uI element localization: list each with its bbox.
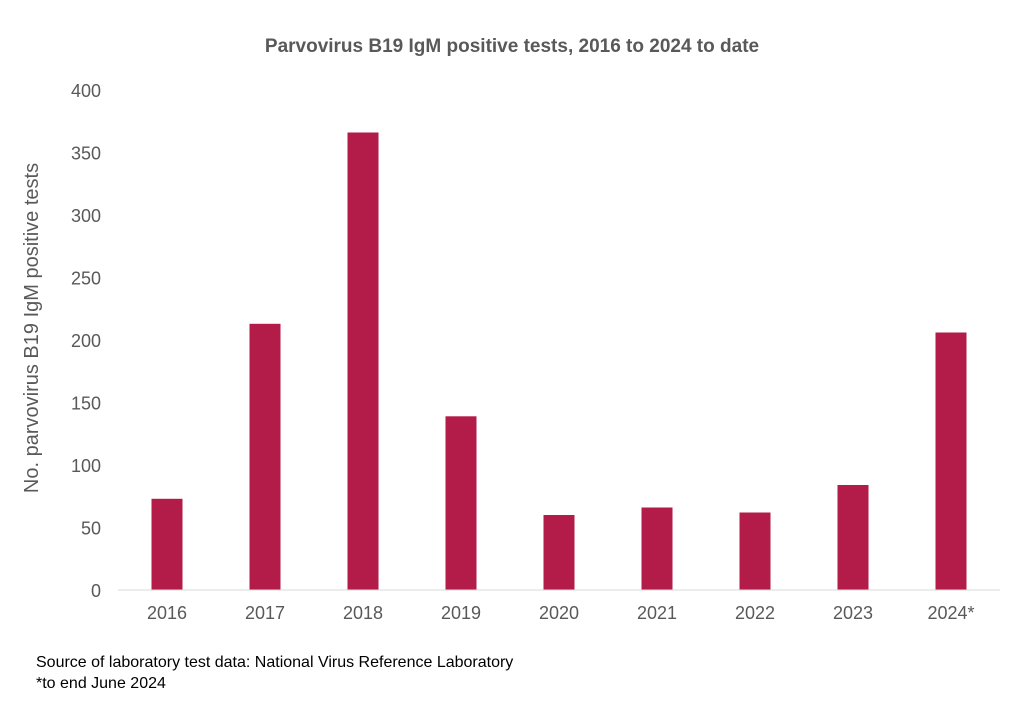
bar-2023	[837, 485, 869, 590]
y-tick-label: 350	[71, 144, 101, 164]
y-tick-label: 150	[71, 394, 101, 414]
bar-2019	[445, 416, 477, 591]
bar-2018	[347, 132, 379, 590]
y-axis-label: No. parvovirus B19 IgM positive tests	[21, 163, 43, 493]
y-tick-label: 50	[81, 519, 101, 539]
bar-2016	[151, 498, 183, 591]
y-tick-label: 300	[71, 206, 101, 226]
x-tick-label: 2017	[245, 603, 285, 623]
y-tick-label: 400	[71, 81, 101, 101]
bars-group	[151, 132, 967, 591]
x-tick-label: 2021	[637, 603, 677, 623]
y-tick-label: 100	[71, 456, 101, 476]
x-tick-label: 2020	[539, 603, 579, 623]
x-tick-label: 2024*	[927, 603, 974, 623]
x-tick-label: 2016	[147, 603, 187, 623]
x-tick-label: 2018	[343, 603, 383, 623]
bar-2024	[935, 332, 967, 590]
date-note: *to end June 2024	[36, 675, 166, 692]
bar-2022	[739, 512, 771, 590]
bar-2020	[543, 515, 575, 590]
y-tick-label: 250	[71, 269, 101, 289]
chart-title: Parvovirus B19 IgM positive tests, 2016 …	[264, 36, 760, 57]
y-tick-label: 200	[71, 331, 101, 351]
x-tick-label: 2023	[833, 603, 873, 623]
y-axis-ticks: 0 50 100 150 200 250 300 350 400	[71, 81, 101, 601]
bar-2017	[249, 323, 281, 591]
x-tick-label: 2019	[441, 603, 481, 623]
y-tick-label: 0	[91, 581, 101, 601]
bar-2021	[641, 507, 673, 590]
x-tick-label: 2022	[735, 603, 775, 623]
source-note: Source of laboratory test data: National…	[36, 654, 514, 671]
x-axis-ticks: 2016 2017 2018 2019 2020 2021 2022 2023 2024*	[147, 603, 975, 623]
